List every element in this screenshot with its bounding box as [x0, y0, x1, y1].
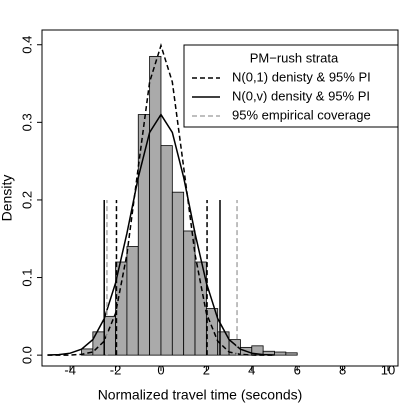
y-tick-label: 0.2: [19, 191, 34, 209]
histogram-bar: [171, 191, 185, 356]
histogram-bar: [251, 345, 264, 356]
histogram-bar: [149, 55, 162, 356]
legend-box: [183, 44, 399, 128]
y-tick-label: 0.0: [19, 346, 34, 364]
x-tick-label: 2: [203, 362, 210, 377]
legend-title: PM−rush strata: [250, 50, 339, 65]
x-axis-label: Normalized travel time (seconds): [98, 387, 303, 403]
x-tick-label: 10: [381, 362, 395, 377]
x-tick-label: 4: [248, 362, 255, 377]
y-tick-label: 0.3: [19, 113, 34, 131]
x-tick-label: 6: [294, 362, 301, 377]
y-tick-label: 0.1: [19, 268, 34, 286]
histogram-bar: [160, 145, 173, 356]
histogram-bar: [274, 351, 287, 356]
x-tick-label: 8: [339, 362, 346, 377]
legend: PM−rush strata N(0,1) denisty & 95% PI N(0…: [183, 44, 399, 128]
histogram-bar: [183, 230, 196, 356]
y-tick-label: 0.4: [19, 36, 34, 54]
legend-label: N(0,v) density & 95% PI: [232, 88, 370, 103]
x-tick-label: 0: [157, 362, 164, 377]
x-tick-label: -4: [64, 362, 76, 377]
histogram-bar: [126, 246, 139, 356]
legend-label: N(0,1) denisty & 95% PI: [232, 69, 371, 84]
y-axis-label: Density: [0, 175, 15, 222]
legend-label: 95% empirical coverage: [232, 107, 371, 122]
histogram-bar: [285, 352, 298, 356]
plot-frame: [41, 29, 399, 367]
x-tick-label: -2: [110, 362, 122, 377]
